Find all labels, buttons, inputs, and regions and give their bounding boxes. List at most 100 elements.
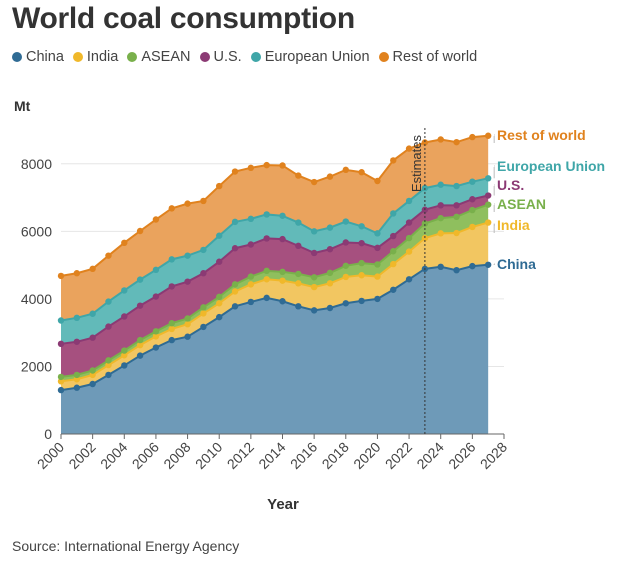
point-china [200, 323, 207, 331]
point-rest-of-world [168, 205, 175, 212]
point-european-union [57, 317, 65, 324]
point-u-s [326, 246, 334, 253]
legend-label: European Union [264, 49, 370, 65]
point-india [405, 248, 413, 255]
point-rest-of-world [152, 216, 160, 223]
point-european-union [358, 223, 365, 230]
estimates-label: Estimates [409, 135, 424, 193]
legend-item-asean: ASEAN [127, 49, 191, 65]
point-rest-of-world [57, 272, 65, 280]
point-european-union [295, 219, 302, 226]
point-asean [279, 268, 286, 276]
point-china [184, 333, 191, 340]
point-rest-of-world [453, 138, 460, 146]
point-china [310, 307, 318, 314]
legend-item-india: India [72, 49, 118, 65]
point-u-s [152, 293, 160, 300]
point-rest-of-world [184, 200, 191, 207]
point-china [453, 266, 460, 274]
area-india [61, 222, 489, 391]
point-china [437, 263, 444, 270]
y-axis-label: Mt [14, 98, 31, 114]
point-rest-of-world [73, 270, 81, 277]
point-u-s [168, 283, 175, 290]
point-u-s [310, 249, 318, 257]
point-u-s [437, 202, 444, 209]
point-rest-of-world [295, 172, 302, 179]
x-tick-label: 2004 [97, 439, 130, 472]
estimates-annotation: Estimates [409, 128, 426, 434]
x-tick-label: 2006 [129, 439, 162, 472]
point-european-union [469, 178, 476, 185]
area-european-union [61, 178, 489, 344]
point-european-union [374, 230, 381, 237]
point-china [263, 294, 270, 302]
point-china [405, 276, 413, 283]
point-asean [184, 315, 191, 322]
point-china [484, 261, 492, 268]
point-india [310, 283, 318, 291]
point-asean [342, 262, 349, 269]
point-china [295, 303, 302, 310]
point-u-s [358, 239, 365, 247]
point-asean [152, 328, 160, 335]
point-u-s [105, 323, 112, 330]
point-u-s [279, 235, 286, 243]
point-china [216, 313, 223, 321]
y-tick-label: 6000 [21, 223, 52, 239]
area-u-s [61, 195, 489, 377]
point-european-union [152, 266, 160, 274]
point-china [231, 303, 239, 310]
chart-title: World coal consumption [12, 2, 355, 35]
end-label-china: China [497, 256, 536, 272]
point-rest-of-world [200, 197, 207, 205]
legend-label: U.S. [213, 49, 242, 65]
legend-item-china: China [12, 49, 64, 65]
line-china [60, 263, 489, 392]
point-european-union [405, 197, 413, 205]
point-rest-of-world [216, 182, 223, 190]
point-india [121, 352, 128, 359]
point-india [89, 371, 96, 379]
point-asean [437, 214, 444, 222]
point-rest-of-world [279, 162, 286, 169]
point-u-s [374, 244, 381, 252]
point-india [390, 260, 397, 268]
point-rest-of-world [263, 161, 270, 169]
x-tick-label: 2012 [224, 439, 257, 472]
y-tick-label: 2000 [21, 358, 52, 374]
legend-label: China [26, 49, 64, 65]
point-asean [390, 248, 397, 255]
x-tick-label: 2026 [445, 439, 478, 472]
point-u-s [469, 196, 476, 203]
point-european-union [342, 218, 349, 225]
point-asean [295, 270, 302, 278]
point-rest-of-world [231, 168, 239, 175]
point-india [136, 341, 144, 349]
point-china [168, 336, 175, 344]
point-india [168, 325, 175, 333]
point-china [326, 304, 334, 312]
point-rest-of-world [342, 166, 349, 174]
point-india [216, 300, 223, 307]
legend-label: ASEAN [141, 49, 191, 65]
legend: China India ASEAN U.S. European Union Rest of… [12, 49, 477, 65]
point-asean [247, 273, 255, 280]
point-rest-of-world [121, 239, 128, 247]
area-fills [61, 135, 489, 434]
point-european-union [326, 224, 334, 231]
point-india [469, 223, 476, 231]
point-european-union [231, 218, 239, 226]
point-asean [231, 281, 239, 288]
point-china [247, 298, 255, 306]
point-asean [89, 367, 96, 374]
point-rest-of-world [310, 178, 318, 186]
x-tick-label: 2002 [65, 439, 98, 472]
point-rest-of-world [136, 227, 144, 235]
line-rest-of-world [60, 134, 489, 277]
point-china [279, 298, 286, 305]
point-european-union [247, 215, 255, 223]
point-u-s [263, 235, 270, 242]
point-asean [168, 320, 175, 327]
point-india [421, 234, 429, 242]
